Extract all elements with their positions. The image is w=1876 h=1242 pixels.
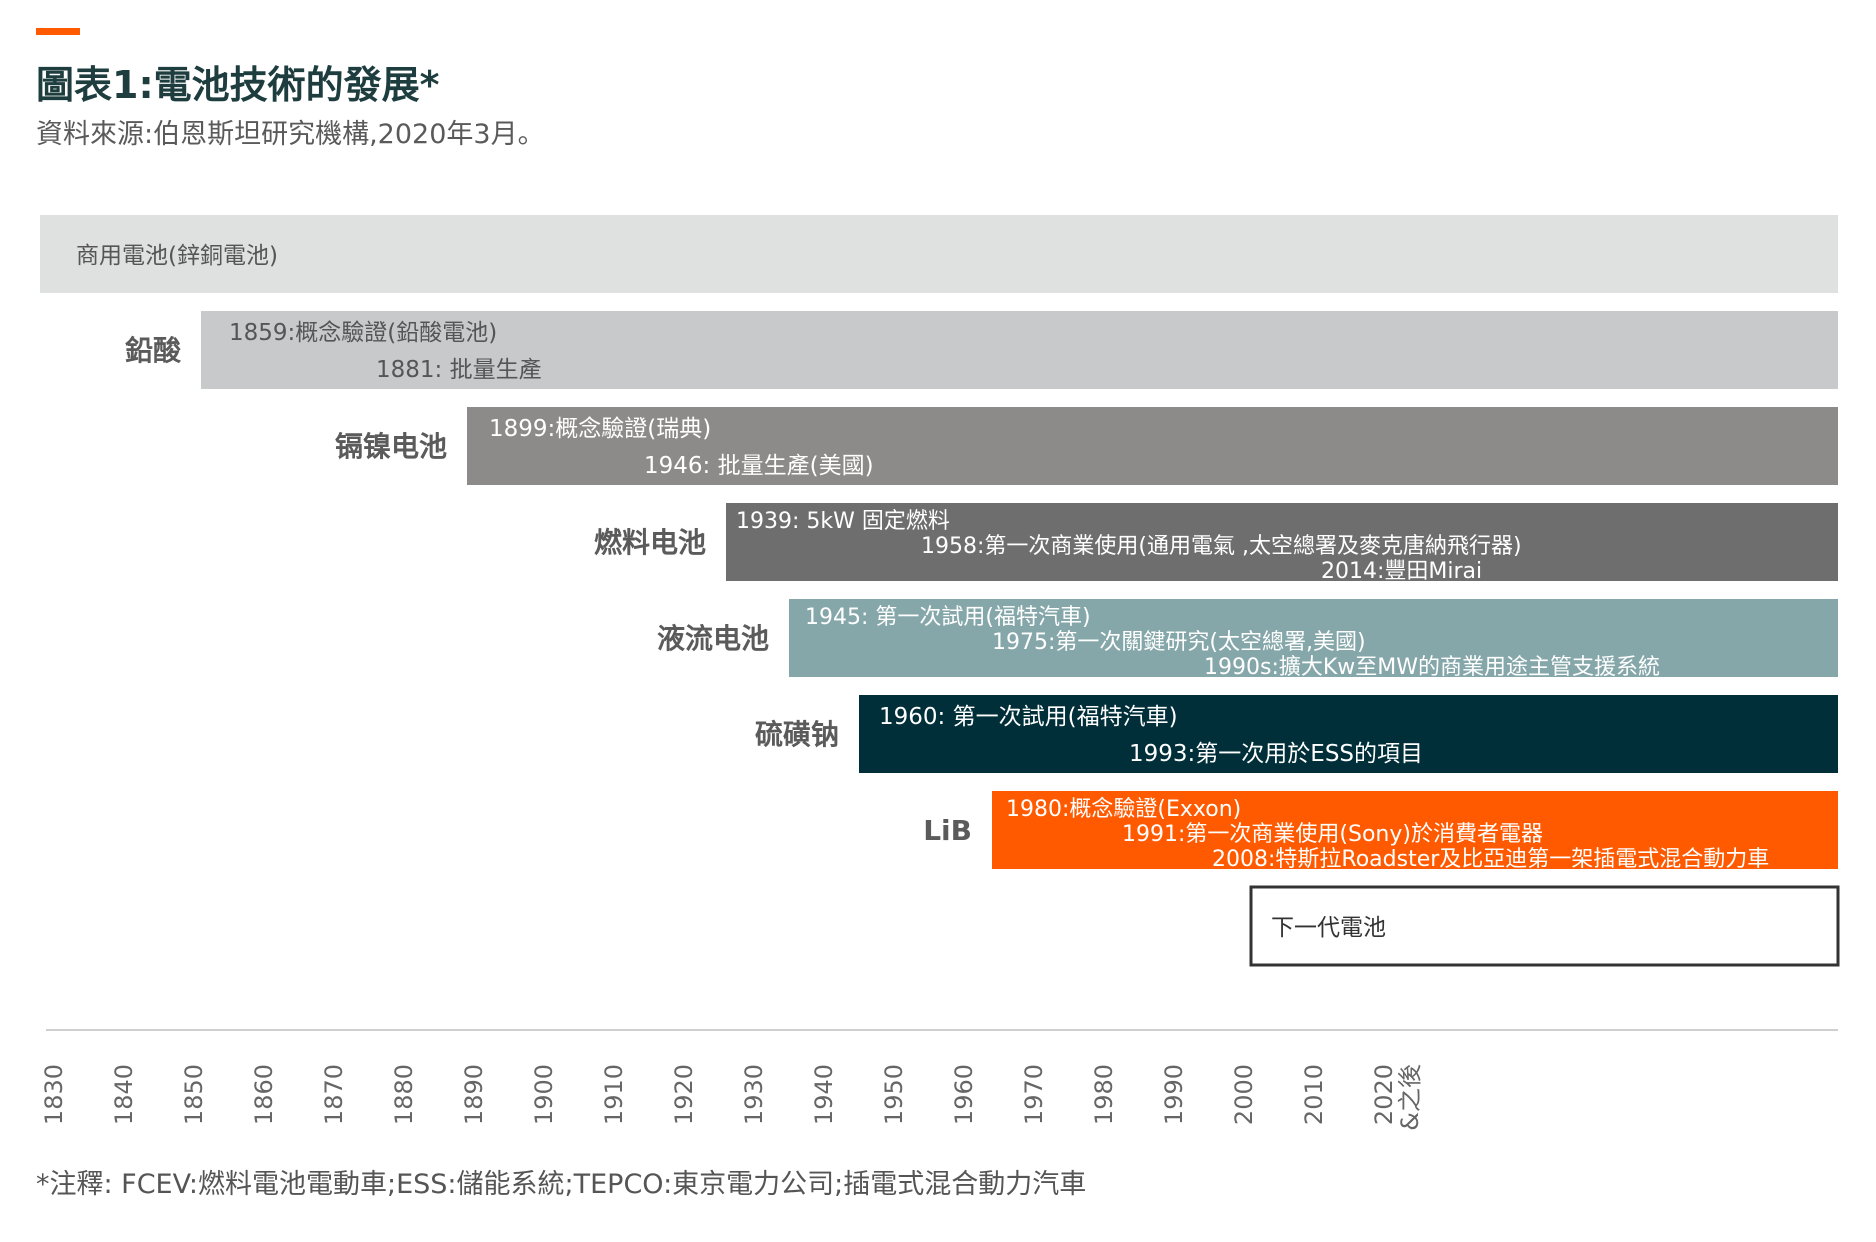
x-tick-label: 2000 (1230, 1064, 1258, 1125)
x-tick-label: 1920 (670, 1064, 698, 1125)
x-tick-label: 2020 (1370, 1064, 1398, 1125)
timeline-bar (789, 599, 1838, 677)
event-label: 1980:概念驗證(Exxon) (1006, 797, 1241, 822)
row-label: 镉镍电池 (335, 430, 447, 463)
x-tick-label: 1880 (390, 1064, 418, 1125)
timeline-bar (859, 695, 1838, 773)
x-tick-label: 2010 (1300, 1064, 1328, 1125)
timeline-bar (726, 503, 1838, 581)
event-label: 2008:特斯拉Roadster及比亞迪第一架插電式混合動力車 (1212, 847, 1769, 872)
page-subtitle: 資料來源:伯恩斯坦研究機構,2020年3月。 (36, 119, 545, 150)
event-label: 1881: 批量生產 (376, 357, 542, 383)
event-label: 1960: 第一次試用(福特汽車) (879, 704, 1178, 730)
event-label: 1859:概念驗證(鉛酸電池) (229, 320, 497, 346)
x-tick-label: 1940 (810, 1064, 838, 1125)
timeline-bar (1249, 885, 1840, 967)
event-label: 1993:第一次用於ESS的項目 (1129, 741, 1423, 767)
event-label: 1990s:擴大Kw至MW的商業用途主管支援系統 (1204, 655, 1660, 680)
x-tick-label: 1980 (1090, 1064, 1118, 1125)
row-label: 鉛酸 (125, 334, 182, 367)
accent-bar (36, 28, 80, 35)
event-label: 1991:第一次商業使用(Sony)於消費者電器 (1122, 822, 1543, 847)
x-tick-label: 1950 (880, 1064, 908, 1125)
x-tick-label: 1840 (110, 1064, 138, 1125)
row-label: 燃料电池 (594, 526, 706, 559)
row-label: 硫磺钠 (755, 718, 839, 751)
x-tick-label: 1860 (250, 1064, 278, 1125)
event-label: 1945: 第一次試用(福特汽車) (805, 605, 1091, 630)
event-label: 1975:第一次關鍵研究(太空總署,美國) (992, 630, 1366, 655)
timeline-bar (201, 311, 1838, 389)
row-label: 液流电池 (657, 622, 769, 655)
footnote: *注釋: FCEV:燃料電池電動車;ESS:儲能系統;TEPCO:東京電力公司;… (36, 1169, 1087, 1200)
x-tick-label: 1890 (460, 1064, 488, 1125)
x-tick-label: 1930 (740, 1064, 768, 1125)
x-tick-label: 1970 (1020, 1064, 1048, 1125)
x-tick-label: 1830 (40, 1064, 68, 1125)
event-label: 商用電池(鋅銅電池) (76, 243, 278, 269)
x-tick-label: 1960 (950, 1064, 978, 1125)
timeline-bar (992, 791, 1838, 869)
x-tick-label: 1870 (320, 1064, 348, 1125)
x-tick-label: &之後 (1396, 1064, 1424, 1131)
event-label: 1958:第一次商業使用(通用電氣 ,太空總署及麥克唐納飛行器) (921, 534, 1522, 559)
row-label: LiB (923, 814, 972, 847)
event-label: 1899:概念驗證(瑞典) (489, 416, 711, 442)
x-tick-label: 1850 (180, 1064, 208, 1125)
x-tick-label: 1990 (1160, 1064, 1188, 1125)
event-label: 1946: 批量生產(美國) (644, 453, 874, 479)
event-label: 2014:豐田Mirai (1321, 559, 1482, 584)
x-tick-label: 1910 (600, 1064, 628, 1125)
page-title: 圖表1:電池技術的發展* (36, 63, 440, 107)
x-tick-label: 1900 (530, 1064, 558, 1125)
event-label: 下一代電池 (1271, 915, 1386, 941)
event-label: 1939: 5kW 固定燃料 (736, 509, 950, 534)
timeline-bar (467, 407, 1838, 485)
timeline-bar (40, 215, 1838, 293)
